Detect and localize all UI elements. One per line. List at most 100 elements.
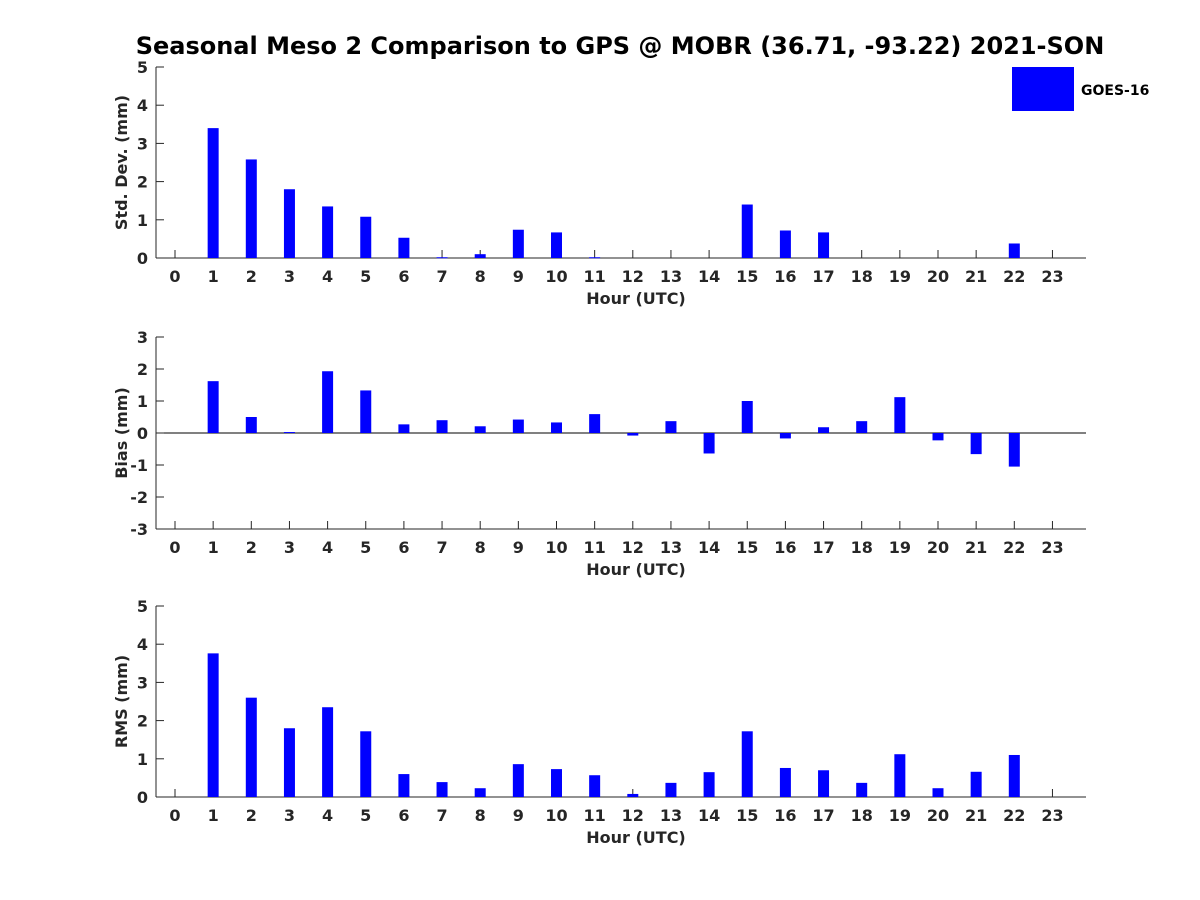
bar-hour-6 [398,774,410,797]
bar-hour-12 [627,793,639,797]
x-tick-label: 16 [774,267,796,286]
x-tick-label: 0 [169,806,180,825]
y-tick-label: 5 [137,58,148,77]
y-axis-label: RMS (mm) [112,655,131,748]
bar-hour-14 [703,433,715,454]
x-tick-label: 12 [622,538,644,557]
bar-hour-14 [703,772,715,797]
bar-hour-12 [627,433,639,436]
legend: GOES-16 [1012,67,1149,111]
x-tick-label: 20 [927,538,949,557]
bar-hour-17 [818,427,830,433]
x-tick-label: 21 [965,538,987,557]
x-tick-label: 13 [660,267,682,286]
x-tick-label: 16 [774,538,796,557]
x-tick-label: 22 [1003,267,1025,286]
y-tick-label: 4 [137,96,148,115]
bar-hour-1 [207,128,219,258]
bar-hour-22 [1008,433,1020,467]
bar-hour-6 [398,424,410,433]
bar-hour-10 [551,769,562,797]
x-tick-label: 12 [622,806,644,825]
x-tick-label: 2 [246,267,257,286]
x-tick-label: 3 [284,806,295,825]
bar-hour-18 [856,421,868,433]
x-tick-label: 6 [398,538,409,557]
x-tick-label: 2 [246,538,257,557]
x-tick-label: 8 [475,538,486,557]
bar-hour-16 [779,433,791,439]
x-tick-label: 21 [965,806,987,825]
bar-hour-7 [436,257,448,259]
x-tick-label: 4 [322,806,333,825]
bar-hour-16 [779,767,791,797]
x-tick-label: 11 [584,806,606,825]
y-tick-label: 2 [137,360,148,379]
x-tick-label: 7 [436,267,447,286]
bar-hour-21 [970,771,982,797]
x-tick-label: 10 [545,538,567,557]
x-tick-label: 10 [545,267,567,286]
x-tick-label: 9 [513,538,524,557]
x-axis-label: Hour (UTC) [586,289,686,308]
x-tick-label: 16 [774,806,796,825]
bar-hour-20 [932,788,944,797]
y-tick-label: 1 [137,392,148,411]
bar-hour-4 [322,707,334,797]
y-axis-label: Std. Dev. (mm) [112,95,131,230]
bar-hour-1 [207,381,219,433]
x-tick-label: 9 [513,806,524,825]
bar-hour-3 [283,432,295,434]
bar-hour-8 [474,254,486,258]
bar-hour-7 [436,420,448,433]
legend-label: GOES-16 [1081,83,1149,99]
y-tick-label: 3 [137,673,148,692]
x-tick-label: 1 [208,806,219,825]
bar-hour-2 [245,417,257,433]
x-tick-label: 18 [851,538,873,557]
y-tick-label: 5 [137,597,148,616]
y-tick-label: -2 [130,488,148,507]
bar-hour-1 [207,653,219,797]
y-tick-label: 0 [137,424,148,443]
x-tick-label: 11 [584,538,606,557]
x-tick-label: 21 [965,267,987,286]
bar-hour-13 [665,421,677,433]
bar-hour-11 [589,257,601,259]
x-tick-label: 11 [584,267,606,286]
x-tick-label: 3 [284,267,295,286]
y-tick-label: 3 [137,328,148,347]
bar-hour-4 [322,371,334,433]
bar-hour-10 [551,232,562,258]
x-tick-label: 20 [927,806,949,825]
x-tick-label: 19 [889,267,911,286]
x-tick-label: 23 [1041,538,1063,557]
x-tick-label: 10 [545,806,567,825]
bar-hour-8 [474,788,486,797]
bar-hour-19 [894,754,906,797]
x-tick-label: 4 [322,538,333,557]
x-tick-label: 14 [698,267,720,286]
x-tick-label: 17 [812,267,834,286]
bar-hour-19 [894,397,906,433]
bar-hour-3 [283,189,295,258]
bar-hour-5 [360,216,372,258]
y-tick-label: 2 [137,712,148,731]
y-tick-label: 3 [137,134,148,153]
bar-hour-8 [474,426,486,433]
x-tick-label: 6 [398,806,409,825]
bar-hour-2 [245,159,257,258]
legend-swatch [1012,67,1074,111]
bar-hour-16 [779,230,791,258]
x-tick-label: 23 [1041,267,1063,286]
x-tick-label: 14 [698,806,720,825]
bar-hour-15 [741,401,753,433]
x-tick-label: 12 [622,267,644,286]
x-tick-label: 3 [284,538,295,557]
bar-hour-2 [245,697,257,797]
x-axis-label: Hour (UTC) [586,560,686,579]
